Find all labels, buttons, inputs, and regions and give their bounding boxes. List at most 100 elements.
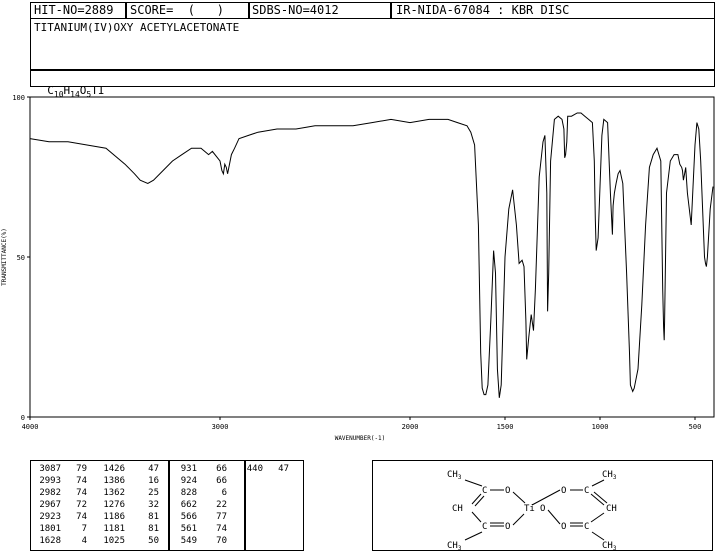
peak-table-cell: 1276 — [103, 500, 125, 510]
peak-table-cell: 6 — [221, 488, 227, 498]
structure-c-top-right: C — [584, 486, 589, 496]
structure-o-center: O — [540, 504, 545, 514]
peak-table-cell — [269, 535, 297, 547]
peak-table-row: 2982 74 1362 25 828 6 — [35, 487, 297, 499]
peak-table-cell: 16 — [148, 476, 159, 486]
peak-table-cell: 931 — [180, 464, 197, 474]
peak-table-row: 2923 74 1186 81 566 77 — [35, 511, 297, 523]
peak-table-cell: 2993 — [39, 476, 61, 486]
y-tick-label: 0 — [21, 414, 25, 422]
structure-drawing: CH3 C O CH C O CH3 Ti O O C CH3 CH O C C… — [447, 470, 617, 551]
peak-table-cell: 566 — [180, 512, 197, 522]
peak-table-cell: 561 — [180, 524, 197, 534]
x-axis-label: WAVENUMBER(-1) — [335, 435, 386, 442]
peak-table-cell: 32 — [148, 500, 159, 510]
ir-info: IR-NIDA-67084 : KBR DISC — [396, 3, 570, 17]
structure-bonds — [464, 479, 608, 541]
peak-table-cell: 1628 — [39, 536, 61, 546]
peak-table-cell: 3087 — [39, 464, 61, 474]
peak-table-row: 1628 4 1025 50 549 70 — [35, 535, 297, 547]
ir-spectrum-chart: 0 50 100 4000 3000 2000 1500 1000 500 TRANSMITT… — [1, 94, 715, 442]
structure-ch3-top-right: CH3 — [602, 470, 617, 481]
peak-table-row: 2967 72 1276 32 662 22 — [35, 499, 297, 511]
score: SCORE= ( ) — [130, 3, 224, 17]
x-tick-label: 3000 — [212, 423, 229, 431]
peak-table-cell: 72 — [76, 500, 87, 510]
structure-box — [372, 460, 713, 551]
peak-table-cell — [235, 511, 269, 523]
structure-ch3-bottom-right: CH3 — [602, 541, 617, 551]
peak-table-cell: 74 — [216, 524, 227, 534]
peak-table-cell — [269, 487, 297, 499]
structure-ti: Ti — [524, 504, 535, 514]
molecular-structure: CH3 C O CH C O CH3 Ti O O C CH3 CH O C C… — [447, 470, 617, 551]
peak-table-row: 2993 74 1386 16 924 66 — [35, 475, 297, 487]
molecular-formula: C10H14O5TI — [47, 84, 105, 100]
structure-c-top-left: C — [482, 486, 487, 496]
peak-table-cell: 1386 — [103, 476, 125, 486]
peak-table-cell: 2967 — [39, 500, 61, 510]
peak-table: 3087 79 1426 47 931 66 440 47 2993 74 1386 16 924 66 2… — [30, 460, 304, 551]
spectrum-line — [29, 112, 714, 398]
peak-table-cell: 81 — [148, 524, 159, 534]
peak-table-cell — [235, 535, 269, 547]
peak-table-cell: 828 — [180, 488, 197, 498]
x-tick-label: 1000 — [592, 423, 609, 431]
peak-table-divider-2 — [244, 460, 246, 551]
peak-table-cell: 2982 — [39, 488, 61, 498]
peak-table-cell: 70 — [216, 536, 227, 546]
peak-table-row: 3087 79 1426 47 931 66 440 47 — [35, 463, 297, 475]
sdbs-number: SDBS-NO=4012 — [252, 3, 339, 17]
peak-table-cell: 66 — [216, 476, 227, 486]
peak-table-cell: 1186 — [103, 512, 125, 522]
peak-table-cell: 4 — [81, 536, 87, 546]
y-tick-label: 50 — [17, 254, 25, 262]
x-tick-label: 1500 — [497, 423, 514, 431]
peak-table-cell: 7 — [81, 524, 87, 534]
peak-table-cell: 1426 — [103, 464, 125, 474]
peak-table-cell — [235, 523, 269, 535]
x-tick-label: 500 — [689, 423, 702, 431]
peak-table-cell: 47 — [148, 464, 159, 474]
x-axis: 4000 3000 2000 1500 1000 500 — [22, 417, 702, 431]
peak-table-cell: 662 — [180, 500, 197, 510]
peak-table-cell — [235, 475, 269, 487]
y-tick-label: 100 — [12, 94, 25, 102]
y-axis: 0 50 100 — [12, 94, 30, 422]
structure-c-bottom-right: C — [584, 522, 589, 532]
peak-table-cell: 47 — [278, 464, 289, 474]
y-axis-label: TRANSMITTANCE(%) — [1, 228, 8, 286]
x-tick-label: 2000 — [402, 423, 419, 431]
plot-frame — [29, 96, 715, 418]
peak-table-row: 1801 7 1181 81 561 74 — [35, 523, 297, 535]
peak-table-cell: 74 — [76, 476, 87, 486]
compound-name: TITANIUM(IV)OXY ACETYLACETONATE — [34, 21, 240, 34]
peak-table-cell: 1362 — [103, 488, 125, 498]
structure-ch-left: CH — [452, 504, 463, 514]
structure-ch-right: CH — [606, 504, 617, 514]
peak-table-cell: 81 — [148, 512, 159, 522]
structure-o-bottom-left: O — [505, 522, 510, 532]
peak-table-cell: 1801 — [39, 524, 61, 534]
peak-table-cell — [269, 475, 297, 487]
peak-table-cell: 79 — [76, 464, 87, 474]
peak-table-cell: 77 — [216, 512, 227, 522]
structure-c-bottom-left: C — [482, 522, 487, 532]
peak-table-cell — [269, 511, 297, 523]
x-tick-label: 4000 — [22, 423, 39, 431]
peak-table-cell — [235, 499, 269, 511]
peak-table-cell — [269, 499, 297, 511]
peak-table-cell: 50 — [148, 536, 159, 546]
peak-table-grid: 3087 79 1426 47 931 66 440 47 2993 74 1386 16 924 66 2… — [35, 463, 297, 547]
structure-o-top-right: O — [561, 486, 566, 496]
peak-table-cell: 440 — [246, 464, 263, 474]
peak-table-cell: 74 — [76, 512, 87, 522]
peak-table-cell: 25 — [148, 488, 159, 498]
peak-table-cell: 549 — [180, 536, 197, 546]
peak-table-cell: 1181 — [103, 524, 125, 534]
peak-table-cell: 74 — [76, 488, 87, 498]
structure-ch3-top-left: CH3 — [447, 470, 462, 481]
peak-table-cell: 22 — [216, 500, 227, 510]
peak-table-cell: 66 — [216, 464, 227, 474]
peak-table-cell: 924 — [180, 476, 197, 486]
